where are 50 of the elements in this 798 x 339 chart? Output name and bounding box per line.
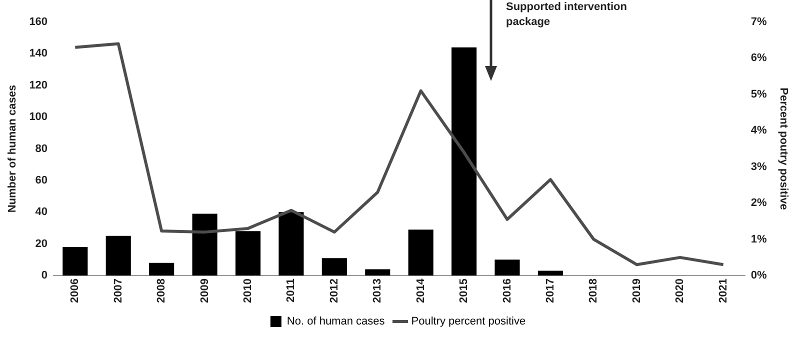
y2-tick-label: 0% xyxy=(750,270,768,282)
bar xyxy=(62,247,88,276)
y-tick-label: 80 xyxy=(35,142,48,155)
y2-tick-label: 4% xyxy=(750,124,768,137)
y-axis-title: Number of human cases xyxy=(6,84,19,213)
x-tick-label: 2011 xyxy=(285,278,298,302)
bar xyxy=(322,258,347,276)
bar xyxy=(149,262,174,276)
y2-tick-label: 2% xyxy=(750,197,768,210)
y-tick-label: 140 xyxy=(29,48,48,60)
x-tick-label: 2019 xyxy=(630,278,643,304)
x-tick-label: 2006 xyxy=(69,278,82,304)
y-tick-label: 0 xyxy=(41,270,48,282)
legend-label: Poultry percent positive xyxy=(411,316,526,328)
x-tick-label: 2012 xyxy=(328,278,340,304)
bar xyxy=(494,260,520,276)
x-tick-label: 2014 xyxy=(414,278,427,304)
bar xyxy=(452,47,477,276)
bar xyxy=(278,212,304,276)
x-tick-label: 2015 xyxy=(458,278,470,304)
bar xyxy=(538,270,563,276)
x-tick-label: 2007 xyxy=(112,278,124,304)
x-tick-label: 2020 xyxy=(674,278,686,304)
y-tick-label: 100 xyxy=(29,111,48,124)
y-tick-label: 40 xyxy=(35,206,48,218)
bar xyxy=(106,236,131,276)
y2-tick-label: 3% xyxy=(750,160,768,173)
x-tick-label: 2016 xyxy=(501,278,514,304)
x-tick-label: 2009 xyxy=(198,278,211,304)
annotation: Supported intervention package xyxy=(506,0,628,30)
y2-axis-title: Percent poutry positive xyxy=(777,88,790,210)
y-tick-label: 120 xyxy=(29,79,48,92)
y2-tick-label: 6% xyxy=(750,52,768,64)
y2-tick-label: 1% xyxy=(750,233,768,246)
y-tick-label: 60 xyxy=(35,174,48,186)
bar xyxy=(408,230,434,276)
legend-label: No. of human cases xyxy=(286,316,386,328)
y2-tick-label: 5% xyxy=(750,88,768,100)
x-tick-label: 2008 xyxy=(156,278,168,304)
bar xyxy=(235,231,261,276)
y-tick-label: 160 xyxy=(29,16,48,28)
x-tick-label: 2010 xyxy=(242,278,254,304)
x-tick-label: 2018 xyxy=(588,278,600,304)
bar xyxy=(192,214,218,276)
y-tick-label: 20 xyxy=(35,238,48,250)
y2-tick-label: 7% xyxy=(750,16,768,28)
x-tick-label: 2017 xyxy=(544,278,556,304)
bar xyxy=(365,269,390,276)
x-tick-label: 2021 xyxy=(717,278,730,304)
x-tick-label: 2013 xyxy=(372,278,384,304)
